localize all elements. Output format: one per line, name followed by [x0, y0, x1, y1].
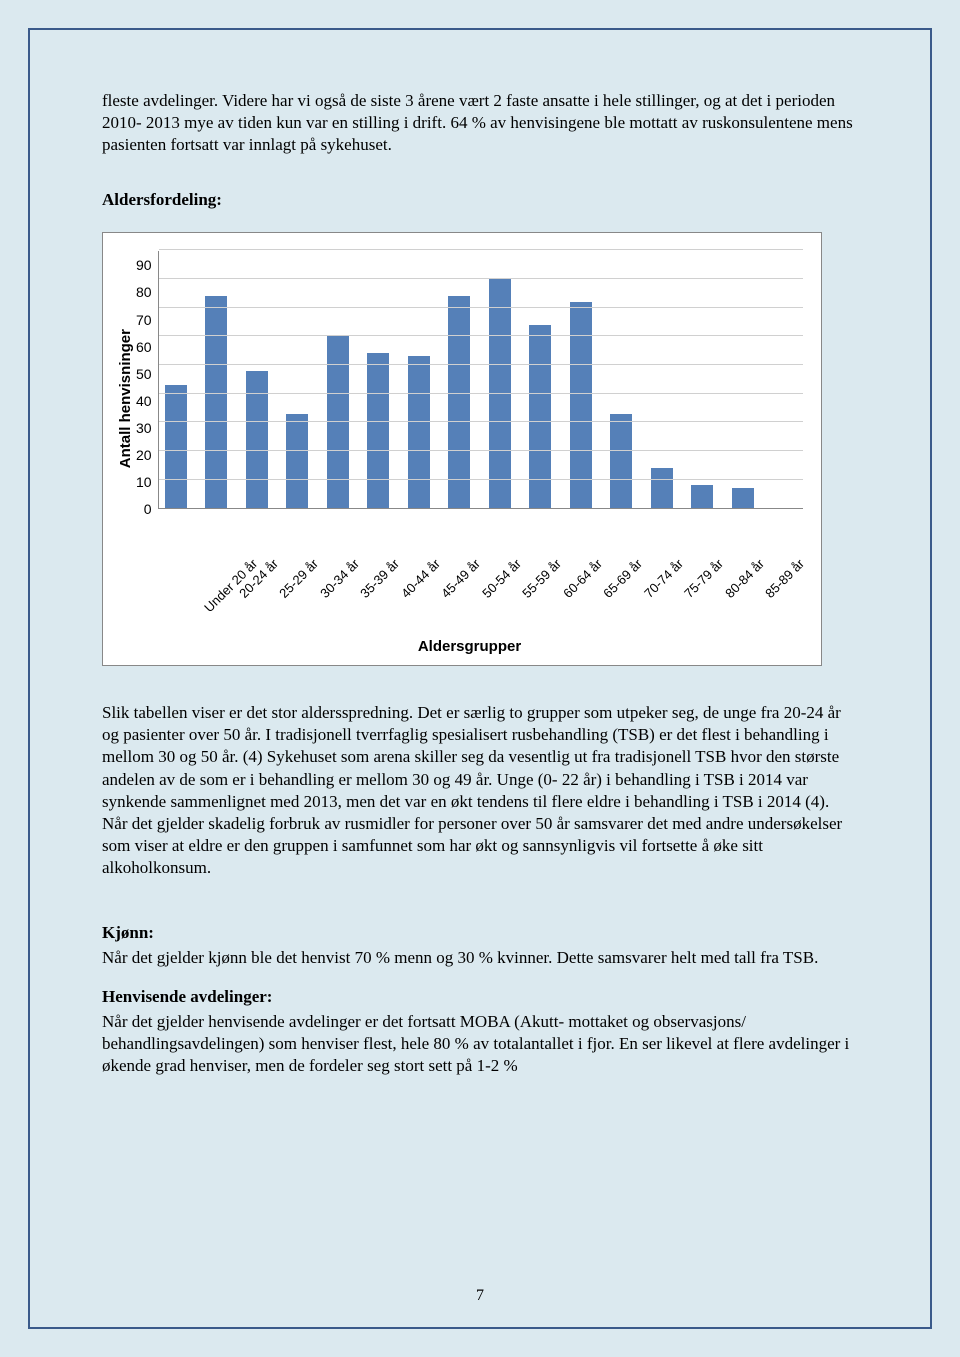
chart-bar: [610, 414, 632, 509]
chart-gridline: [159, 393, 803, 394]
chart-gridline: [159, 249, 803, 250]
chart-bar: [448, 296, 470, 508]
chart-bar: [327, 336, 349, 508]
chart-gridline: [159, 364, 803, 365]
section-heading-aldersfordeling: Aldersfordeling:: [102, 190, 858, 210]
intro-paragraph: fleste avdelinger. Videre har vi også de…: [102, 90, 858, 156]
chart-y-tick: 80: [136, 285, 152, 299]
page-number: 7: [30, 1287, 930, 1305]
chart-bar: [651, 468, 673, 508]
chart-bar: [570, 302, 592, 508]
chart-x-tick: 40-44 år: [398, 556, 443, 601]
chart-x-tick: 75-79 år: [681, 556, 726, 601]
chart-x-tick: 30-34 år: [317, 556, 362, 601]
chart-x-ticks: Under 20 år20-24 år25-29 år30-34 år35-39…: [168, 548, 803, 634]
chart-bar: [246, 371, 268, 509]
chart-y-tick: 30: [136, 421, 152, 435]
chart-bar: [732, 488, 754, 508]
kjonn-paragraph: Når det gjelder kjønn ble det henvist 70…: [102, 947, 858, 969]
chart-gridline: [159, 335, 803, 336]
chart-gridline: [159, 450, 803, 451]
chart-x-tick: 25-29 år: [276, 556, 321, 601]
chart-bar: [408, 356, 430, 508]
document-page: fleste avdelinger. Videre har vi også de…: [28, 28, 932, 1329]
chart-x-tick: 85-89 år: [762, 556, 807, 601]
chart-x-tick: 60-64 år: [560, 556, 605, 601]
chart-gridline: [159, 479, 803, 480]
chart-gridline: [159, 307, 803, 308]
chart-x-tick: 45-49 år: [438, 556, 483, 601]
henvisende-paragraph: Når det gjelder henvisende avdelinger er…: [102, 1011, 858, 1077]
chart-bar: [286, 414, 308, 509]
chart-x-tick: 70-74 år: [641, 556, 686, 601]
chart-x-tick: 65-69 år: [600, 556, 645, 601]
chart-bar: [165, 385, 187, 508]
section-heading-kjonn: Kjønn:: [102, 923, 858, 943]
chart-y-tick: 0: [136, 502, 152, 516]
chart-y-tick: 20: [136, 448, 152, 462]
chart-plot-area: [158, 251, 803, 509]
chart-y-tick: 40: [136, 394, 152, 408]
chart-x-tick: 50-54 år: [479, 556, 524, 601]
chart-y-ticks: 0102030405060708090: [136, 251, 158, 509]
chart-y-axis-label: Antall henvisninger: [115, 329, 136, 468]
chart-x-tick: 80-84 år: [722, 556, 767, 601]
chart-y-tick: 10: [136, 475, 152, 489]
chart-x-tick: 55-59 år: [519, 556, 564, 601]
chart-bar: [205, 296, 227, 508]
section-heading-henvisende: Henvisende avdelinger:: [102, 987, 858, 1007]
chart-y-tick: 60: [136, 340, 152, 354]
chart-gridline: [159, 421, 803, 422]
chart-y-tick: 90: [136, 258, 152, 272]
chart-x-tick: 35-39 år: [357, 556, 402, 601]
chart-bars: [159, 251, 803, 508]
chart-y-tick: 50: [136, 367, 152, 381]
age-distribution-chart: Antall henvisninger 0102030405060708090 …: [102, 232, 822, 666]
chart-bar: [691, 485, 713, 508]
chart-y-tick: 70: [136, 313, 152, 327]
chart-bar: [367, 353, 389, 508]
chart-x-axis-label: Aldersgrupper: [136, 638, 803, 655]
chart-bar: [529, 325, 551, 508]
analysis-paragraph: Slik tabellen viser er det stor alderssp…: [102, 702, 858, 879]
chart-gridline: [159, 278, 803, 279]
